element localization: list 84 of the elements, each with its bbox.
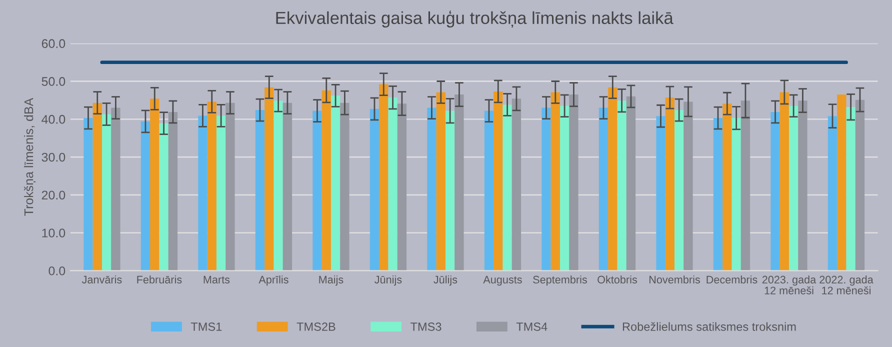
bar <box>626 96 636 271</box>
bar <box>312 110 322 271</box>
x-tick-label: Februāris <box>137 276 182 284</box>
bar <box>569 94 578 271</box>
bar <box>388 98 398 271</box>
bar <box>665 98 674 271</box>
bar <box>427 108 436 271</box>
x-tick-label: Oktobris <box>598 276 638 284</box>
bar <box>617 100 626 271</box>
bar <box>92 102 102 271</box>
bar <box>274 100 283 271</box>
x-tick-label: Jūnijs <box>374 276 402 286</box>
bar <box>436 92 446 271</box>
bar <box>102 114 112 271</box>
bar <box>770 112 780 271</box>
y-tick-label: 40.0 <box>42 114 66 124</box>
bar <box>216 116 226 271</box>
bar <box>713 118 723 271</box>
bar <box>484 110 494 271</box>
legend-label: TMS4 <box>516 322 548 331</box>
bar <box>159 123 168 271</box>
y-tick-label: 10.0 <box>42 228 66 238</box>
bar <box>140 121 150 271</box>
bar <box>282 102 292 271</box>
bar <box>656 116 666 271</box>
legend-label: TMS3 <box>410 322 442 331</box>
bar <box>512 98 522 271</box>
legend-label: Robežlielums satiksmes troksnim <box>622 322 796 331</box>
bar <box>684 102 693 271</box>
x-tick-label: Augusts <box>483 276 522 286</box>
bar <box>674 110 684 271</box>
bar <box>264 87 274 271</box>
bar <box>740 100 750 271</box>
chart-title: Ekvivalentais gaisa kuģu trokšņa līmenis nakts laikā <box>276 10 674 28</box>
bar <box>542 108 551 271</box>
bar <box>502 104 512 271</box>
bar <box>198 116 208 271</box>
x-tick-label: Marts <box>204 276 230 284</box>
bar <box>340 102 350 271</box>
bar <box>855 100 865 271</box>
bar <box>255 110 265 271</box>
bar <box>560 106 570 271</box>
x-tick-label: 2023. gada 12 mēneši <box>762 276 816 294</box>
y-tick-label: 0.0 <box>48 266 66 276</box>
x-tick-label: Jūlijs <box>434 276 458 286</box>
x-tick-label: Decembris <box>706 276 758 284</box>
bar <box>445 110 455 271</box>
y-tick-label: 60.0 <box>42 39 66 48</box>
bar <box>150 98 160 271</box>
bar <box>84 118 93 271</box>
bar <box>379 84 388 271</box>
x-tick-label: 2022. gada 12 mēneši <box>820 276 874 294</box>
x-tick-label: Aprīlis <box>258 276 288 286</box>
bar <box>322 90 331 271</box>
bar <box>330 96 340 271</box>
x-tick-label: Maijs <box>319 276 344 286</box>
y-tick-label: 50.0 <box>42 77 66 86</box>
bar <box>828 116 838 271</box>
bar <box>608 87 618 271</box>
bar <box>788 106 798 271</box>
bar <box>397 104 407 271</box>
bar <box>837 94 846 271</box>
bar <box>598 108 608 271</box>
bar <box>798 100 808 271</box>
y-tick-label: 20.0 <box>42 190 66 200</box>
legend-label: TMS1 <box>190 322 222 331</box>
bar <box>370 108 380 271</box>
bar <box>732 118 741 271</box>
bar <box>207 102 216 271</box>
bar <box>168 112 178 271</box>
bar <box>722 104 732 271</box>
bar <box>494 91 503 271</box>
bar <box>454 94 464 271</box>
x-tick-label: Janvāris <box>82 276 122 284</box>
bar <box>846 107 856 271</box>
x-tick-label: Novembris <box>649 276 700 284</box>
y-tick-label: 30.0 <box>42 152 66 162</box>
bar <box>226 102 235 271</box>
legend-label: TMS2B <box>296 322 336 331</box>
x-tick-label: Septembris <box>533 276 587 286</box>
bar <box>111 108 120 271</box>
bar <box>550 92 560 271</box>
y-axis-title: Trokšņa līmenis, dBA <box>24 98 36 216</box>
bar <box>780 92 789 271</box>
